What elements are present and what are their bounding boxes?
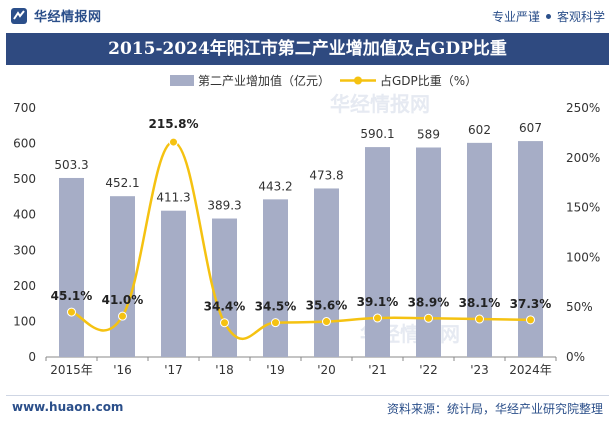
bar bbox=[59, 177, 84, 357]
top-bar: 华经情报网 专业严谨 客观科学 bbox=[0, 0, 615, 30]
left-axis-tick-label: 500 bbox=[13, 172, 36, 186]
bar-value-label: 607 bbox=[519, 121, 542, 135]
right-axis-tick-label: 150% bbox=[566, 201, 600, 215]
legend: 第二产业增加值（亿元） 占GDP比重（%） bbox=[170, 73, 477, 88]
bar bbox=[161, 210, 186, 357]
x-axis-tick-label: '23 bbox=[470, 363, 489, 377]
right-axis-tick-label: 200% bbox=[566, 151, 600, 165]
slogan: 专业严谨 客观科学 bbox=[492, 8, 605, 25]
chart-title: 2015-2024年阳江市第二产业增加值及占GDP比重 bbox=[6, 33, 609, 65]
bar-value-label: 473.8 bbox=[309, 168, 343, 182]
x-axis-tick-label: 2015年 bbox=[50, 363, 93, 377]
data-labels: 503.3 452.1 411.3 389.3 443.2 473.8 590.1 589 60… bbox=[51, 117, 552, 314]
bar bbox=[518, 141, 543, 357]
bar bbox=[314, 188, 339, 357]
ratio-point bbox=[169, 137, 178, 147]
ratio-value-label: 34.5% bbox=[255, 300, 297, 314]
ratio-point bbox=[67, 307, 76, 317]
bar-value-label: 503.3 bbox=[54, 158, 88, 172]
watermark-logo: 华经情报网 bbox=[330, 92, 430, 116]
ratio-line bbox=[71, 140, 531, 340]
x-axis-tick-label: '19 bbox=[266, 363, 285, 377]
ratio-point bbox=[118, 311, 127, 321]
bar bbox=[110, 196, 135, 357]
bar-value-label: 590.1 bbox=[360, 127, 394, 141]
bar bbox=[263, 199, 288, 357]
bar bbox=[467, 142, 492, 357]
right-axis-tick-label: 100% bbox=[566, 250, 600, 264]
ratio-value-label: 38.9% bbox=[408, 295, 450, 309]
ratio-value-label: 35.6% bbox=[306, 299, 348, 313]
ratio-value-label: 215.8% bbox=[149, 117, 199, 131]
legend-line-label: 占GDP比重（%） bbox=[380, 73, 477, 88]
left-axis-tick-label: 600 bbox=[13, 137, 36, 151]
ratio-value-label: 38.1% bbox=[459, 296, 501, 310]
bar bbox=[365, 147, 390, 357]
right-axis-tick-label: 0% bbox=[566, 350, 585, 364]
brand-name: 华经情报网 bbox=[34, 10, 102, 25]
footer-website[interactable]: www.huaon.com bbox=[12, 400, 124, 414]
x-axis-tick-label: '22 bbox=[419, 363, 438, 377]
x-axis-tick-label: '18 bbox=[215, 363, 234, 377]
left-axis-tick-label: 400 bbox=[13, 208, 36, 222]
bar-value-label: 602 bbox=[468, 123, 491, 137]
ratio-value-label: 34.4% bbox=[204, 300, 246, 314]
x-axis-tick-label: 2024年 bbox=[509, 363, 552, 377]
ratio-point bbox=[271, 318, 280, 328]
axes: 0 100 200 300 400 500 600 700 0% 50% 100% 150% 200% 2… bbox=[13, 101, 600, 377]
legend-bar-swatch bbox=[170, 75, 194, 86]
slogan-left: 专业严谨 bbox=[491, 10, 540, 24]
slogan-dot-icon bbox=[545, 14, 551, 19]
left-axis-tick-label: 700 bbox=[13, 101, 36, 115]
left-axis-tick-label: 300 bbox=[13, 243, 36, 257]
slogan-right: 客观科学 bbox=[556, 10, 605, 24]
right-axis-tick-label: 250% bbox=[566, 101, 600, 115]
bar-value-label: 389.3 bbox=[207, 199, 241, 213]
left-axis-tick-label: 0 bbox=[28, 350, 36, 364]
ratio-point bbox=[424, 313, 433, 323]
x-axis-tick-label: '20 bbox=[317, 363, 336, 377]
x-axis-tick-label: '17 bbox=[164, 363, 183, 377]
ratio-value-label: 39.1% bbox=[357, 295, 399, 309]
bar-value-label: 411.3 bbox=[156, 191, 190, 205]
left-axis-tick-label: 100 bbox=[13, 314, 36, 328]
left-axis-tick-label: 200 bbox=[13, 279, 36, 293]
x-axis-tick-label: '16 bbox=[113, 363, 132, 377]
huajing-logo-icon bbox=[11, 7, 27, 24]
ratio-point bbox=[220, 318, 229, 328]
bar-value-label: 589 bbox=[417, 127, 440, 141]
ratio-point bbox=[322, 317, 331, 327]
bar-series bbox=[59, 141, 543, 357]
ratio-point bbox=[475, 314, 484, 324]
ratio-point bbox=[526, 315, 535, 325]
right-axis-tick-label: 50% bbox=[566, 300, 593, 314]
footer-source: 资料来源：统计局，华经产业研究院整理 bbox=[386, 402, 603, 416]
bar-value-label: 452.1 bbox=[105, 176, 139, 190]
line-series bbox=[67, 137, 535, 340]
footer-divider bbox=[6, 395, 609, 396]
legend-bar-label: 第二产业增加值（亿元） bbox=[198, 73, 330, 88]
ratio-value-label: 45.1% bbox=[51, 289, 93, 303]
ratio-value-label: 37.3% bbox=[510, 297, 552, 311]
x-axis-tick-label: '21 bbox=[368, 363, 387, 377]
bar bbox=[416, 147, 441, 357]
ratio-value-label: 41.0% bbox=[102, 293, 144, 307]
brand: 华经情报网 bbox=[10, 6, 102, 25]
legend-line-marker bbox=[354, 76, 362, 85]
ratio-point bbox=[373, 313, 382, 323]
bar-value-label: 443.2 bbox=[258, 179, 292, 193]
